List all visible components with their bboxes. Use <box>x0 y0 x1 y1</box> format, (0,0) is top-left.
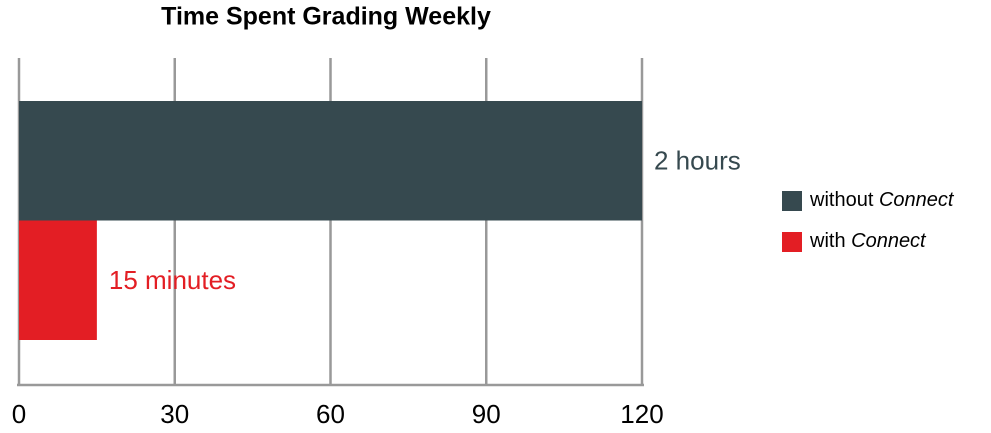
legend-label: without Connect <box>809 189 955 211</box>
legend-label: with Connect <box>809 230 927 252</box>
x-tick-label: 120 <box>620 399 663 429</box>
x-tick-label: 0 <box>12 399 26 429</box>
legend-swatch <box>782 232 802 252</box>
x-tick-label: 30 <box>160 399 189 429</box>
x-tick-label: 60 <box>316 399 345 429</box>
data-label: 15 minutes <box>109 265 236 295</box>
bar <box>19 220 97 340</box>
data-label: 2 hours <box>654 146 741 176</box>
x-tick-label: 90 <box>472 399 501 429</box>
legend-swatch <box>782 191 802 211</box>
chart-title: Time Spent Grading Weekly <box>161 3 491 31</box>
bar <box>19 101 642 221</box>
